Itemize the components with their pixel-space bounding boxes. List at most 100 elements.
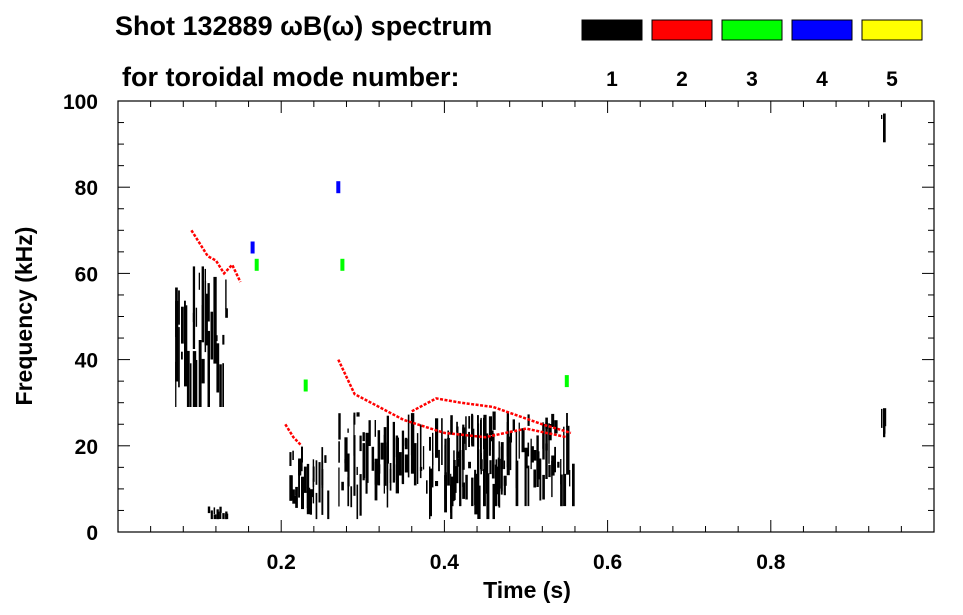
mode-activity-mark	[530, 446, 534, 463]
mode-activity-mark	[548, 464, 551, 478]
mode-activity-mark	[569, 470, 571, 487]
mode-activity-mark	[488, 435, 491, 456]
mode-activity-mark	[292, 489, 295, 499]
mode-activity-mark	[222, 363, 224, 407]
mode-activity-mark	[192, 351, 197, 407]
mode-activity-mark	[347, 428, 349, 433]
mode-activity-mark	[347, 453, 350, 487]
mode-activity-mark	[548, 424, 552, 441]
mode-activity-mark	[462, 441, 464, 487]
mode-activity-mark	[344, 437, 348, 464]
legend-label-n3: 3	[746, 68, 758, 91]
mode-activity-mark	[306, 491, 310, 508]
mode-activity-mark	[480, 419, 482, 470]
mode-activity-mark	[380, 442, 384, 460]
mode-activity-mark	[500, 446, 503, 492]
mode-activity-mark	[486, 473, 490, 520]
mode-activity-mark	[488, 416, 492, 436]
y-axis-label: Frequency (kHz)	[11, 227, 37, 406]
mode-activity-mark	[572, 463, 575, 507]
mode-activity-mark	[453, 466, 457, 493]
mode-frequency-trace	[284, 423, 303, 447]
legend: 1 2 3 4 5	[581, 19, 923, 91]
mode-activity-mark	[554, 420, 558, 434]
y-tick-label: 60	[75, 263, 98, 286]
series-n=2	[190, 229, 572, 447]
mode-activity-mark	[374, 462, 378, 501]
mode-activity-mark	[883, 422, 886, 438]
mode-activity-mark	[219, 364, 222, 407]
mode-activity-mark	[551, 455, 555, 476]
mode-activity-mark	[301, 450, 303, 472]
mode-activity-mark	[557, 461, 560, 468]
mode-activity-mark	[491, 430, 494, 438]
mode-activity-mark	[566, 425, 570, 475]
mode-activity-mark	[395, 437, 399, 494]
mode-activity-mark	[483, 417, 485, 450]
mode-activity-mark	[398, 452, 402, 476]
mode-activity-mark	[195, 360, 198, 407]
mode-activity-mark	[566, 413, 568, 427]
mode-activity-mark	[491, 433, 495, 479]
mode-activity-point	[564, 375, 569, 388]
mode-activity-mark	[374, 420, 376, 437]
mode-activity-mark	[462, 482, 465, 499]
mode-activity-mark	[881, 408, 883, 428]
mode-activity-mark	[435, 481, 439, 487]
mode-activity-mark	[292, 496, 296, 504]
mode-activity-mark	[465, 416, 467, 451]
mode-activity-mark	[524, 456, 527, 507]
x-tick-label: 0.8	[756, 551, 786, 574]
mode-frequency-trace	[190, 229, 242, 283]
mode-activity-mark	[527, 465, 530, 507]
mode-activity-mark	[410, 421, 414, 456]
mode-activity-mark	[189, 363, 192, 407]
mode-activity-mark	[225, 511, 228, 517]
mode-activity-mark	[492, 483, 495, 520]
mode-activity-mark	[216, 343, 220, 393]
mode-activity-mark	[386, 446, 389, 490]
mode-activity-mark	[545, 417, 548, 429]
mode-activity-mark	[318, 462, 321, 503]
mode-activity-mark	[178, 327, 180, 388]
mode-activity-mark	[429, 468, 432, 517]
mode-activity-mark	[539, 458, 542, 501]
mode-activity-mark	[225, 514, 227, 520]
mode-activity-mark	[471, 415, 474, 443]
mode-activity-mark	[560, 459, 562, 485]
mode-activity-mark	[321, 469, 324, 515]
mode-activity-mark	[459, 460, 461, 507]
mode-activity-mark	[309, 489, 313, 498]
mode-activity-mark	[213, 507, 216, 515]
mode-activity-mark	[560, 474, 563, 507]
mode-activity-mark	[213, 276, 217, 364]
mode-activity-mark	[289, 475, 293, 501]
mode-activity-mark	[195, 307, 198, 327]
mode-activity-mark	[485, 433, 489, 484]
mode-activity-mark	[392, 421, 395, 483]
mode-activity-mark	[362, 443, 366, 479]
mode-activity-mark	[222, 513, 225, 520]
mode-activity-mark	[474, 469, 477, 506]
x-tick-label: 0.2	[267, 551, 296, 574]
mode-activity-mark	[222, 334, 225, 345]
y-tick-label: 80	[75, 177, 98, 200]
mode-activity-point	[340, 258, 345, 271]
mode-activity-mark	[362, 432, 365, 442]
mode-activity-mark	[309, 489, 312, 515]
mode-activity-mark	[383, 427, 387, 486]
y-tick-label: 20	[75, 436, 98, 459]
mode-activity-mark	[201, 358, 205, 384]
chart-title-line1: Shot 132889 ωB(ω) spectrum	[115, 11, 492, 41]
mode-activity-mark	[350, 486, 353, 508]
legend-swatch-n1	[581, 19, 643, 41]
mode-activity-mark	[459, 432, 462, 488]
mode-activity-mark	[292, 450, 294, 460]
axes: 0.2 0.4 0.6 0.8 0 20 40 60 80 100	[63, 91, 935, 574]
mode-activity-mark	[303, 466, 307, 493]
mode-activity-mark	[524, 448, 526, 456]
legend-label-n2: 2	[676, 68, 688, 91]
legend-swatch-n2	[651, 19, 713, 41]
mode-activity-mark	[883, 113, 886, 143]
